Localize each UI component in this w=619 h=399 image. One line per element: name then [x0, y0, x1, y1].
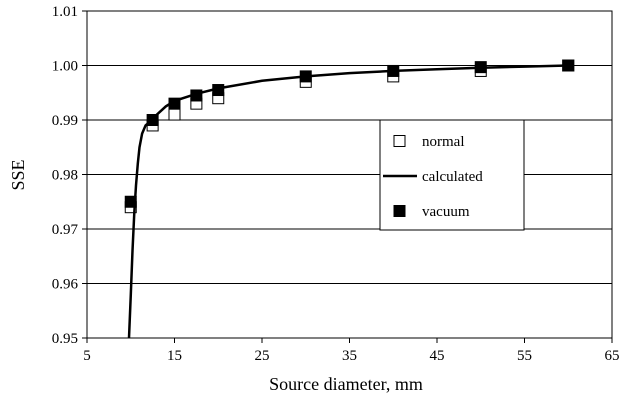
x-tick-label-5: 55	[517, 348, 532, 364]
point-vacuum-6	[387, 64, 400, 77]
point-vacuum-1	[146, 114, 159, 126]
point-normal-2	[168, 108, 181, 121]
legend-marker-normal	[393, 135, 406, 147]
gridlines	[86, 10, 613, 339]
point-vacuum-7	[474, 61, 487, 74]
y-axis-title: SSE	[8, 159, 28, 190]
x-tick-label-4: 45	[430, 348, 445, 364]
legend: normal calculated vacuum	[379, 119, 525, 231]
y-tick-label-6: 1.01	[52, 4, 78, 20]
point-vacuum-0	[124, 195, 137, 208]
x-tick-label-2: 25	[255, 348, 270, 364]
y-tick-label-3: 0.98	[52, 168, 78, 184]
y-tick-label-0: 0.95	[52, 331, 78, 347]
y-tick-label-1: 0.96	[52, 277, 79, 293]
point-vacuum-2	[168, 97, 181, 110]
point-vacuum-8	[562, 59, 575, 72]
point-vacuum-3	[190, 89, 203, 102]
y-tick-label-4: 0.99	[52, 113, 78, 129]
legend-marker-vacuum	[393, 205, 406, 217]
legend-label-calculated: calculated	[422, 169, 483, 185]
plot-area	[124, 59, 575, 338]
point-vacuum-4	[212, 84, 225, 97]
y-axis-ticks: 0.95 0.96 0.97 0.98 0.99 1.00 1.01	[52, 4, 87, 347]
x-tick-label-0: 5	[83, 348, 91, 364]
x-axis-title: Source diameter, mm	[269, 374, 423, 394]
y-tick-label-2: 0.97	[52, 222, 79, 238]
x-tick-label-1: 15	[167, 348, 182, 364]
legend-label-vacuum: vacuum	[422, 204, 470, 220]
y-tick-label-5: 1.00	[52, 59, 78, 75]
x-tick-label-3: 35	[342, 348, 357, 364]
series-line-calculated	[127, 64, 569, 338]
x-axis-ticks: 5 15 25 35 45 55 65	[83, 338, 619, 364]
legend-label-normal: normal	[422, 134, 465, 150]
x-tick-label-6: 65	[605, 348, 619, 364]
point-vacuum-5	[299, 70, 312, 83]
